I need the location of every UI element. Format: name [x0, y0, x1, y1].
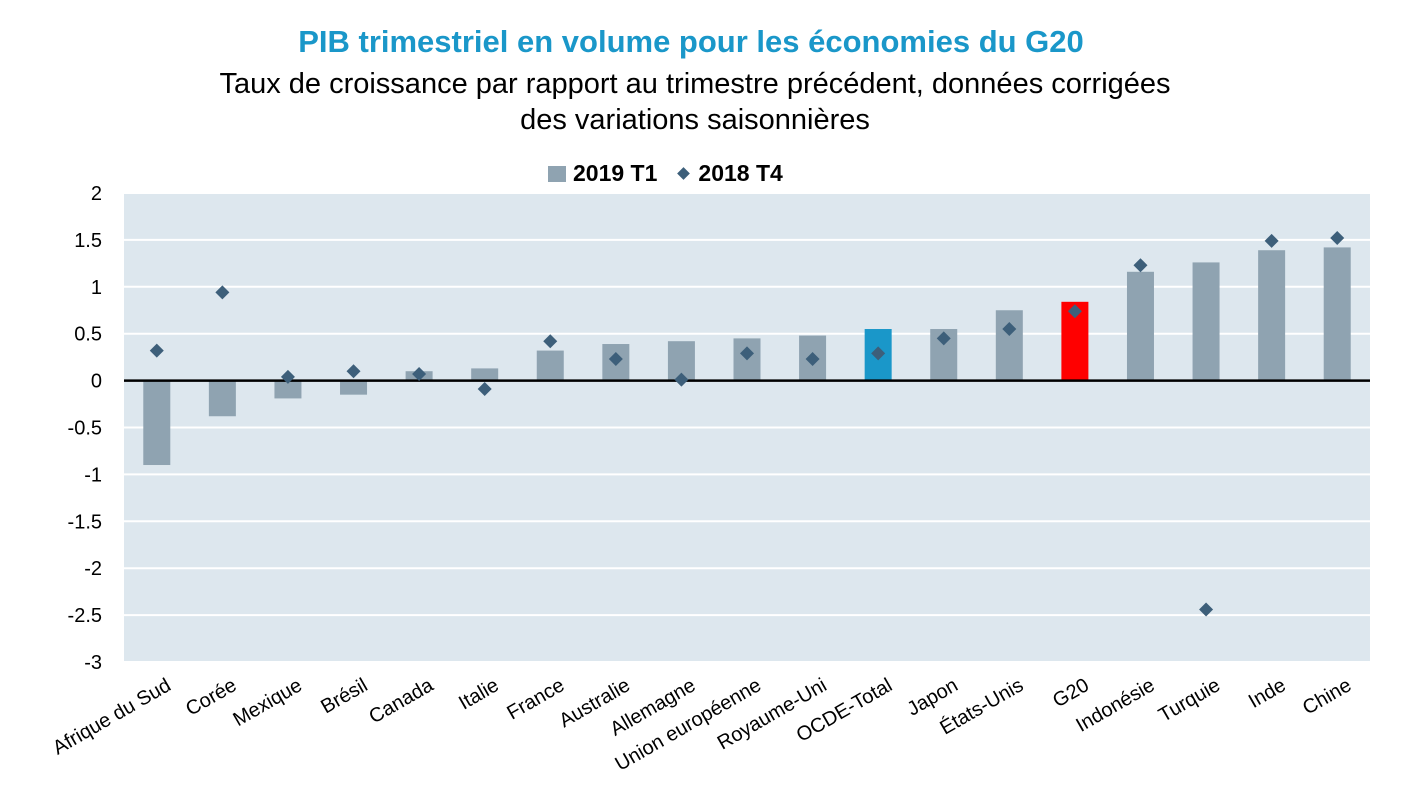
legend-label-2019-t1: 2019 T1 [573, 160, 658, 186]
marker-6 [543, 334, 558, 349]
legend-label-2018-t4: 2018 T4 [698, 160, 783, 186]
marker-5 [477, 382, 492, 397]
x-category-label: Inde [1245, 674, 1290, 713]
x-category-label: Italie [455, 674, 503, 714]
subtitle-line-1: Taux de croissance par rapport au trimes… [219, 68, 1171, 100]
legend-bar-swatch [548, 165, 566, 182]
y-tick-label: 1.5 [74, 230, 102, 252]
x-category-label: Canada [365, 674, 437, 729]
marker-3 [346, 364, 361, 379]
bar-17 [1258, 250, 1286, 381]
marker-7 [608, 352, 623, 367]
y-tick-label: 2 [91, 183, 102, 205]
chart-subtitle: Taux de croissance par rapport au trimes… [0, 66, 1390, 138]
marker-8 [674, 372, 689, 387]
marker-17 [1264, 233, 1279, 248]
chart-title: PIB trimestriel en volume pour les écono… [298, 24, 1084, 59]
marker-14 [1067, 304, 1082, 319]
marker-9 [740, 346, 754, 361]
y-tick-label: -1.5 [68, 511, 102, 533]
marker-12 [936, 331, 951, 346]
bar-1 [208, 380, 236, 417]
marker-13 [1002, 322, 1017, 337]
y-tick-label: -0.5 [68, 418, 102, 440]
subtitle-line-2: des variations saisonnières [520, 104, 870, 136]
marker-0 [149, 343, 164, 358]
x-category-label: Afrique du Sud [49, 674, 175, 759]
bar-16 [1192, 262, 1220, 381]
y-tick-label: -3 [84, 652, 102, 674]
x-category-label: Chine [1299, 674, 1355, 719]
bar-3 [340, 380, 368, 395]
bar-2 [274, 380, 302, 399]
x-category-label: Brésil [317, 674, 371, 718]
marker-15 [1133, 258, 1148, 273]
gridlines [124, 192, 1370, 663]
y-tick-label: 0.5 [74, 324, 102, 346]
y-tick-label: 0 [91, 371, 102, 393]
marker-10 [805, 352, 820, 367]
x-category-label: Turquie [1155, 674, 1224, 727]
chart-legend: 2019 T1 2018 T4 [548, 160, 801, 187]
y-tick-label: -1 [84, 464, 102, 486]
y-tick-label: -2.5 [68, 605, 102, 627]
bar-13 [995, 310, 1023, 381]
bar-15 [1126, 271, 1154, 381]
marker-series-2018-t4 [149, 231, 1345, 617]
x-category-label: Mexique [229, 674, 305, 731]
y-tick-label: -2 [84, 558, 102, 580]
marker-4 [412, 367, 427, 382]
bar-18 [1323, 247, 1351, 381]
marker-16 [1199, 602, 1214, 617]
marker-18 [1330, 231, 1345, 246]
y-axis-ticks: 2 1.5 1 0.5 0 -0.5 -1 -1.5 -2 -2.5 -3 [68, 183, 102, 674]
legend-item-2019-t1: 2019 T1 [548, 160, 657, 187]
y-tick-label: 1 [91, 277, 102, 299]
bar-5 [471, 368, 499, 381]
marker-2 [280, 369, 295, 384]
bar-6 [536, 350, 564, 381]
legend-item-2018-t4: 2018 T4 [675, 160, 783, 187]
marker-11 [871, 346, 886, 361]
marker-1 [215, 285, 230, 300]
bar-0 [143, 380, 171, 466]
x-category-label: G20 [1049, 674, 1093, 712]
